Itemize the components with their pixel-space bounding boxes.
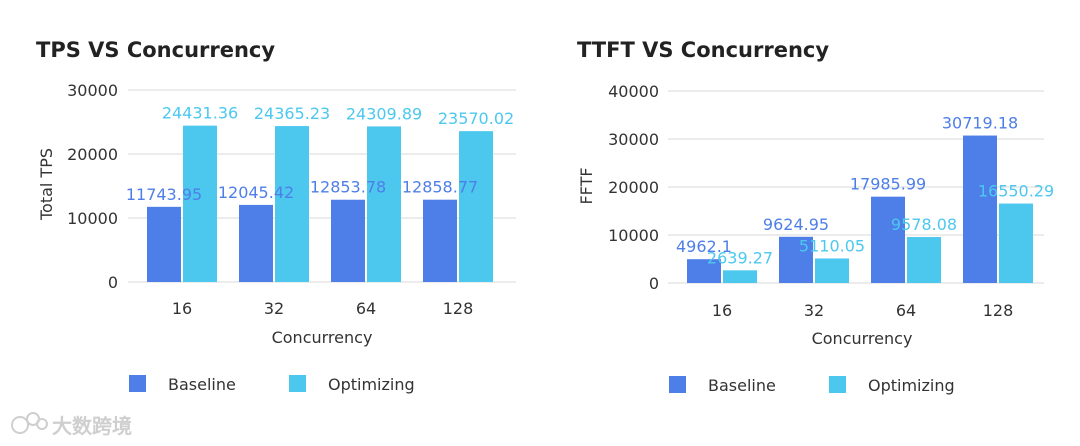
bar-baseline-128 [423, 199, 457, 282]
y-tick-label: 10000 [608, 226, 659, 245]
x-ticks: 16 32 64 128 [172, 299, 473, 318]
bar-baseline-128 [963, 135, 997, 283]
data-label: 24365.23 [254, 104, 330, 123]
bar-baseline-64 [871, 196, 905, 283]
data-label: 2639.27 [707, 248, 773, 267]
watermark-text: 大数跨境 [52, 414, 132, 438]
data-labels: 11743.95 24431.36 12045.42 24365.23 12853.78… [126, 104, 514, 204]
y-axis-label: FFTF [577, 167, 596, 204]
legend: Baseline Optimizing [129, 375, 415, 394]
y-tick-label: 30000 [608, 130, 659, 149]
bar-optimizing-64 [367, 126, 401, 282]
chart-title: TTFT VS Concurrency [577, 38, 829, 62]
bar-baseline-16 [687, 259, 721, 283]
bar-optimizing-16 [723, 270, 757, 283]
legend-label-optimizing: Optimizing [328, 375, 415, 394]
data-label: 17985.99 [850, 175, 926, 194]
y-axis-label: Total TPS [37, 148, 56, 221]
chart-tps: TPS VS Concurrency 30000 20000 10000 0 1174… [36, 38, 516, 394]
legend-swatch-baseline [669, 376, 686, 393]
x-ticks: 16 32 64 128 [712, 301, 1013, 320]
bars [147, 125, 493, 282]
bar-baseline-16 [147, 206, 181, 282]
bar-optimizing-16 [183, 125, 217, 282]
data-label: 24309.89 [346, 104, 422, 123]
data-label: 9578.08 [891, 215, 957, 234]
data-label: 12045.42 [218, 183, 294, 202]
bar-optimizing-128 [459, 131, 493, 282]
bars [687, 135, 1033, 283]
x-tick-label: 64 [896, 301, 916, 320]
x-tick-label: 16 [712, 301, 732, 320]
y-tick-label: 30000 [67, 81, 118, 100]
y-tick-label: 20000 [608, 178, 659, 197]
legend-swatch-optimizing [829, 376, 846, 393]
y-tick-label: 0 [108, 273, 118, 292]
data-label: 4962.1 [676, 237, 732, 256]
watermark: 大数跨境 [11, 412, 132, 438]
bar-optimizing-32 [815, 258, 849, 283]
data-label: 12858.77 [402, 178, 478, 197]
data-label: 30719.18 [942, 114, 1018, 133]
data-label: 16550.29 [978, 182, 1054, 201]
chart-ttft: TTFT VS Concurrency 40000 30000 20000 10000… [577, 38, 1054, 395]
legend-swatch-optimizing [289, 375, 306, 392]
y-tick-label: 20000 [67, 145, 118, 164]
bar-baseline-32 [239, 204, 273, 282]
y-tick-label: 0 [649, 274, 659, 293]
x-tick-label: 16 [172, 299, 192, 318]
x-tick-label: 64 [356, 299, 376, 318]
x-tick-label: 128 [983, 301, 1014, 320]
x-tick-label: 128 [443, 299, 474, 318]
legend-label-baseline: Baseline [168, 375, 236, 394]
y-ticks: 40000 30000 20000 10000 0 [608, 82, 659, 293]
legend-label-baseline: Baseline [708, 376, 776, 395]
bar-optimizing-32 [275, 126, 309, 282]
y-tick-label: 10000 [67, 209, 118, 228]
y-ticks: 30000 20000 10000 0 [67, 81, 118, 292]
bar-optimizing-64 [907, 237, 941, 283]
legend-swatch-baseline [129, 375, 146, 392]
data-label: 12853.78 [310, 178, 386, 197]
bar-baseline-64 [331, 199, 365, 282]
x-tick-label: 32 [264, 299, 284, 318]
bar-baseline-32 [779, 236, 813, 283]
data-label: 5110.05 [799, 236, 865, 255]
data-label: 23570.02 [438, 109, 514, 128]
logo-icon [11, 412, 48, 434]
data-label: 11743.95 [126, 185, 202, 204]
x-tick-label: 32 [804, 301, 824, 320]
legend: Baseline Optimizing [669, 376, 955, 395]
x-axis-label: Concurrency [812, 329, 913, 348]
chart-title: TPS VS Concurrency [36, 38, 275, 62]
data-label: 9624.95 [763, 215, 829, 234]
x-axis-label: Concurrency [272, 328, 373, 347]
legend-label-optimizing: Optimizing [868, 376, 955, 395]
y-tick-label: 40000 [608, 82, 659, 101]
data-label: 24431.36 [162, 104, 238, 123]
bar-optimizing-128 [999, 203, 1033, 283]
